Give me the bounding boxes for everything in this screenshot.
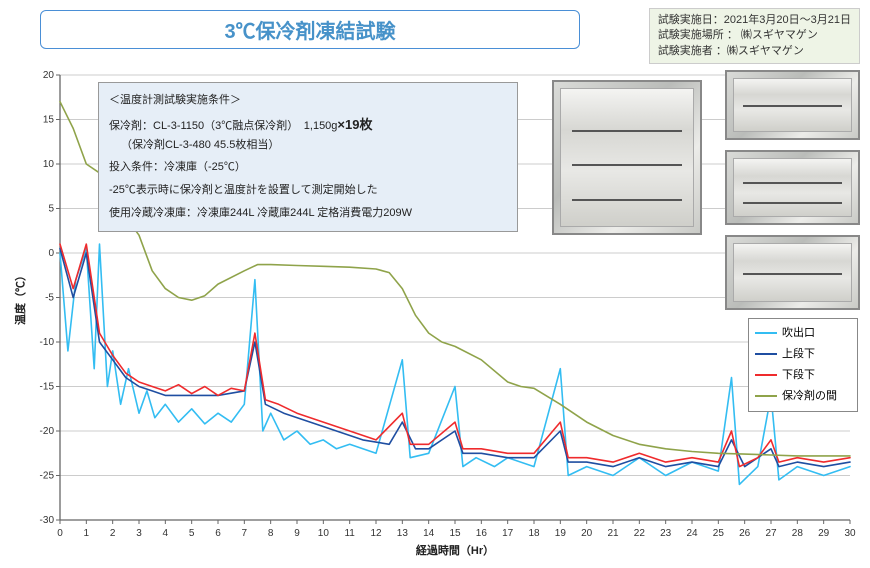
svg-text:21: 21 bbox=[607, 528, 619, 539]
svg-text:5: 5 bbox=[189, 528, 195, 539]
legend-swatch bbox=[755, 374, 777, 376]
svg-text:19: 19 bbox=[555, 528, 567, 539]
svg-text:13: 13 bbox=[397, 528, 409, 539]
meta-line: 試験実施場所 ： ㈱スギヤマゲン bbox=[658, 28, 851, 43]
svg-text:0: 0 bbox=[48, 248, 54, 259]
legend-row: 保冷剤の間 bbox=[755, 386, 851, 407]
svg-text:23: 23 bbox=[660, 528, 672, 539]
svg-text:16: 16 bbox=[476, 528, 488, 539]
svg-text:-30: -30 bbox=[40, 515, 55, 526]
legend: 吹出口上段下下段下保冷剤の間 bbox=[748, 318, 858, 412]
legend-swatch bbox=[755, 395, 777, 397]
svg-text:温度（℃）: 温度（℃） bbox=[13, 270, 27, 325]
photo-freezer-2 bbox=[725, 70, 860, 140]
cond-line: 保冷剤：CL-3-1150（3℃融点保冷剤） 1,150g×19枚 bbox=[109, 114, 507, 136]
cond-line: -25℃表示時に保冷剤と温度計を設置して測定開始した bbox=[109, 181, 507, 200]
svg-text:-25: -25 bbox=[40, 471, 55, 482]
meta-box: 試験実施日：2021年3月20日～3月21日 試験実施場所 ： ㈱スギヤマゲン … bbox=[649, 8, 860, 64]
title-box: 3℃保冷剤凍結試験 bbox=[40, 10, 580, 49]
svg-text:28: 28 bbox=[792, 528, 804, 539]
svg-text:26: 26 bbox=[739, 528, 751, 539]
svg-text:6: 6 bbox=[215, 528, 221, 539]
svg-text:30: 30 bbox=[844, 528, 856, 539]
photo-freezer-3 bbox=[725, 150, 860, 225]
meta-line: 試験実施者 ：㈱スギヤマゲン bbox=[658, 44, 851, 59]
meta-line: 試験実施日：2021年3月20日～3月21日 bbox=[658, 13, 851, 28]
svg-text:25: 25 bbox=[713, 528, 725, 539]
svg-text:24: 24 bbox=[686, 528, 698, 539]
cond-strong: ×19枚 bbox=[337, 117, 372, 132]
svg-text:-5: -5 bbox=[45, 293, 54, 304]
svg-text:0: 0 bbox=[57, 528, 63, 539]
cond-line: 使用冷蔵冷凍庫：冷凍庫244L 冷蔵庫244L 定格消費電力209W bbox=[109, 204, 507, 223]
svg-text:11: 11 bbox=[344, 528, 355, 539]
svg-text:20: 20 bbox=[581, 528, 593, 539]
legend-label: 上段下 bbox=[782, 344, 815, 365]
svg-text:3: 3 bbox=[136, 528, 142, 539]
svg-text:29: 29 bbox=[818, 528, 830, 539]
legend-row: 上段下 bbox=[755, 344, 851, 365]
cond-line: （保冷剤CL-3-480 45.5枚相当） bbox=[109, 136, 507, 155]
svg-text:経過時間（Hr）: 経過時間（Hr） bbox=[416, 543, 494, 557]
svg-text:14: 14 bbox=[423, 528, 435, 539]
svg-text:9: 9 bbox=[294, 528, 300, 539]
svg-text:15: 15 bbox=[43, 115, 55, 126]
svg-text:4: 4 bbox=[163, 528, 169, 539]
cond-header: ＜温度計測試験実施条件＞ bbox=[109, 91, 507, 110]
cond-line: 投入条件：冷凍庫（-25℃） bbox=[109, 158, 507, 177]
svg-text:-20: -20 bbox=[40, 426, 55, 437]
svg-text:10: 10 bbox=[43, 159, 55, 170]
legend-swatch bbox=[755, 353, 777, 355]
svg-text:8: 8 bbox=[268, 528, 274, 539]
svg-text:18: 18 bbox=[528, 528, 540, 539]
photo-freezer-4 bbox=[725, 235, 860, 310]
svg-text:17: 17 bbox=[502, 528, 514, 539]
photo-freezer-main bbox=[552, 80, 702, 235]
legend-swatch bbox=[755, 332, 777, 334]
svg-text:12: 12 bbox=[370, 528, 382, 539]
svg-text:7: 7 bbox=[242, 528, 248, 539]
cond-text: 保冷剤：CL-3-1150（3℃融点保冷剤） 1,150g bbox=[109, 120, 337, 132]
legend-label: 保冷剤の間 bbox=[782, 386, 837, 407]
legend-label: 吹出口 bbox=[782, 323, 815, 344]
svg-text:20: 20 bbox=[43, 70, 55, 81]
legend-row: 下段下 bbox=[755, 365, 851, 386]
svg-text:2: 2 bbox=[110, 528, 116, 539]
svg-text:5: 5 bbox=[48, 204, 54, 215]
svg-text:1: 1 bbox=[84, 528, 90, 539]
conditions-box: ＜温度計測試験実施条件＞ 保冷剤：CL-3-1150（3℃融点保冷剤） 1,15… bbox=[98, 82, 518, 232]
legend-row: 吹出口 bbox=[755, 323, 851, 344]
svg-text:-15: -15 bbox=[40, 382, 55, 393]
svg-text:-10: -10 bbox=[40, 337, 55, 348]
svg-text:27: 27 bbox=[765, 528, 777, 539]
svg-text:22: 22 bbox=[634, 528, 646, 539]
svg-text:15: 15 bbox=[449, 528, 461, 539]
svg-text:10: 10 bbox=[318, 528, 330, 539]
legend-label: 下段下 bbox=[782, 365, 815, 386]
